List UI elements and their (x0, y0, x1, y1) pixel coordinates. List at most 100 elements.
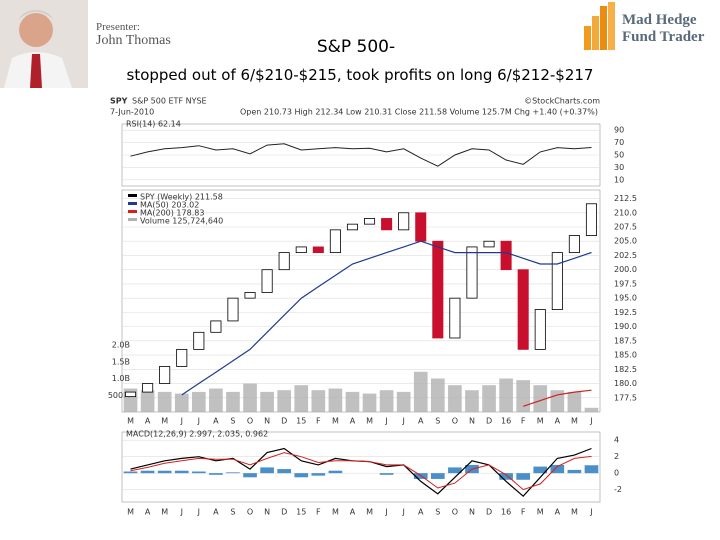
legend-swatch (128, 202, 137, 205)
x-tick-label: J (197, 417, 200, 426)
legend-entry: MA(50) 203.02 (140, 201, 199, 210)
volume-bar (533, 385, 548, 412)
y-tick-label: 30 (614, 163, 624, 172)
panel-title: RSI(14) 62.14 (126, 120, 181, 129)
candle (346, 223, 358, 231)
volume-bar (396, 391, 411, 412)
candle (329, 229, 341, 254)
candle (466, 246, 478, 299)
y-tick-label: 4 (614, 436, 619, 445)
x-tick-label: A (213, 417, 219, 426)
x-tick-label: M (366, 508, 373, 517)
x-tick-label: S (230, 417, 235, 426)
candle (142, 383, 154, 393)
x-tick-label: M (161, 508, 168, 517)
presenter-label: Presenter: (96, 21, 140, 33)
x-tick-label: 15 (296, 417, 306, 426)
x-tick-label: J (180, 508, 183, 517)
x-tick-label: N (469, 417, 475, 426)
volume-bar (550, 390, 565, 412)
x-tick-label: O (452, 508, 458, 517)
x-tick-label: N (264, 417, 270, 426)
histogram-bar (157, 470, 172, 474)
x-tick-label: 15 (296, 508, 306, 517)
x-tick-label: M (332, 417, 339, 426)
slide-title: S&P 500- (317, 37, 395, 57)
histogram-bar (191, 471, 206, 474)
y-tick-label: 177.5 (614, 393, 637, 402)
y-tick-label: 182.5 (614, 365, 637, 374)
x-tick-label: J (589, 417, 592, 426)
x-tick-label: J (197, 508, 200, 517)
y-tick-label: 1.0B (112, 374, 130, 383)
panel (121, 431, 601, 503)
y-tick-label: 205.0 (614, 237, 637, 246)
x-tick-label: O (452, 417, 458, 426)
legend-entry: MA(200) 178.83 (140, 209, 204, 218)
x-tick-label: D (486, 417, 492, 426)
histogram-bar (226, 472, 240, 474)
y-tick-label: 187.5 (614, 336, 637, 345)
candle (517, 269, 529, 350)
candle (568, 235, 580, 254)
candle (244, 292, 256, 299)
y-tick-label: 0 (614, 469, 619, 478)
y-tick-label: 2 (614, 452, 619, 461)
y-tick-label: 70 (614, 138, 624, 147)
panel-title: MACD(12,26,9) 2.997, 2.035, 0.962 (126, 430, 268, 439)
y-tick-label: 195.0 (614, 294, 637, 303)
y-tick-label: 192.5 (614, 308, 637, 317)
histogram-bar (277, 469, 292, 474)
histogram-bar (209, 473, 223, 475)
x-tick-label: F (521, 508, 526, 517)
volume-bar (430, 378, 445, 412)
candle (551, 252, 563, 310)
histogram-bar (516, 473, 531, 480)
candle (500, 240, 512, 271)
volume-bar (345, 391, 360, 412)
y-tick-label: 50 (614, 151, 624, 160)
symbol: SPY (110, 97, 128, 106)
logo-icon (584, 2, 615, 50)
logo-text: Fund Trader (622, 29, 705, 45)
logo-text: Mad Hedge (622, 12, 697, 28)
legend-entry: SPY (Weekly) 211.58 (140, 193, 223, 202)
candle (261, 269, 273, 293)
y-tick-label: 207.5 (614, 223, 637, 232)
volume-bar (567, 391, 582, 412)
volume-bar (482, 385, 496, 412)
x-tick-label: O (247, 417, 253, 426)
x-tick-label: D (281, 508, 287, 517)
histogram-bar (533, 466, 548, 474)
histogram-bar (123, 471, 138, 474)
histogram-bar (311, 473, 326, 476)
y-tick-label: 212.5 (614, 194, 637, 203)
candle (364, 218, 376, 225)
candle (210, 320, 222, 333)
histogram-bar (584, 465, 599, 474)
x-tick-label: S (230, 508, 235, 517)
x-tick-label: N (264, 508, 270, 517)
histogram-bar (328, 470, 343, 474)
candle (415, 212, 427, 242)
volume-bar (362, 393, 377, 412)
y-tick-label: 202.5 (614, 251, 637, 260)
presenter-photo (0, 0, 88, 88)
volume-bar (243, 383, 257, 412)
x-tick-label: 16 (501, 508, 511, 517)
histogram-bar (174, 470, 189, 474)
signal-line (130, 452, 592, 491)
histogram-bar (499, 473, 513, 480)
x-tick-label: J (384, 417, 387, 426)
legend-swatch (128, 210, 137, 213)
y-tick-label: 500M (108, 391, 130, 400)
candle (398, 212, 410, 231)
x-tick-label: A (145, 417, 151, 426)
y-tick-label: -2 (614, 485, 622, 494)
x-tick-label: F (316, 417, 321, 426)
y-tick-label: 185.0 (614, 351, 637, 360)
histogram-bar (448, 467, 462, 474)
volume-bar (448, 385, 462, 412)
x-tick-label: M (332, 508, 339, 517)
